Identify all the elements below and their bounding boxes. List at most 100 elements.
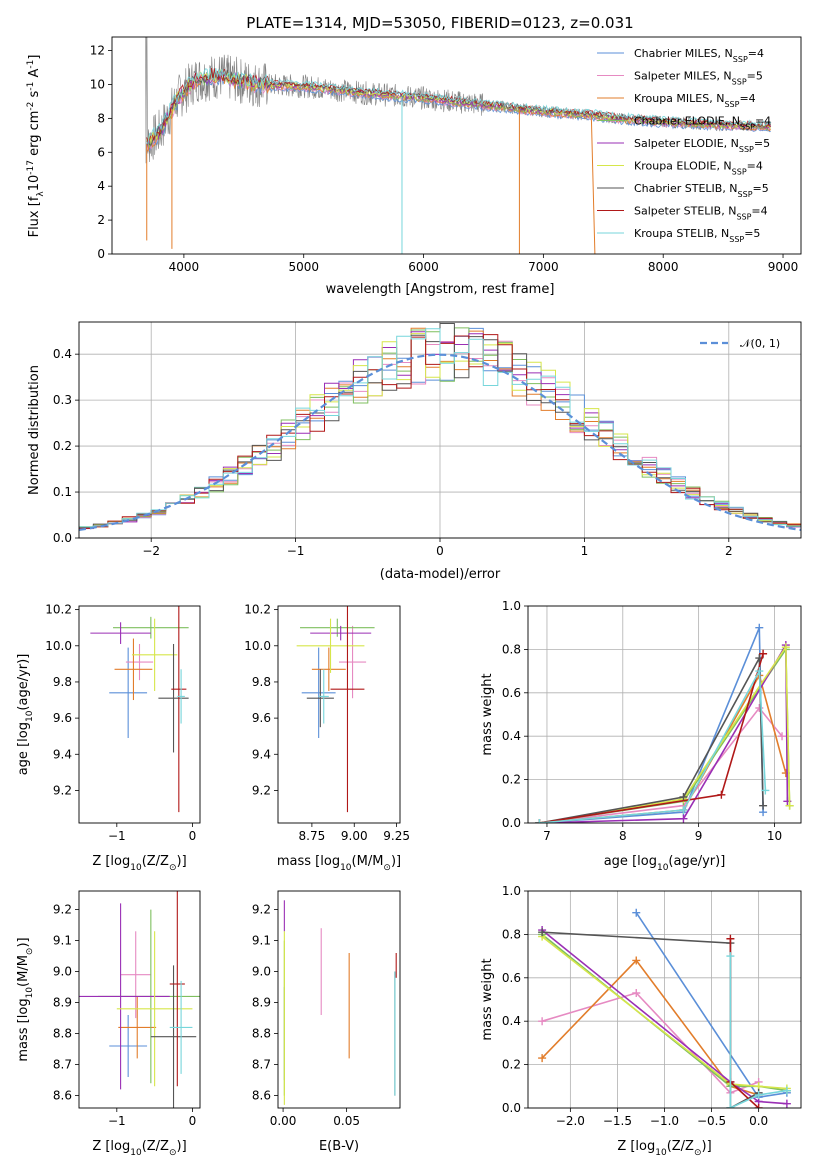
axes-frame <box>527 605 802 824</box>
mass-weight-marker <box>679 805 688 814</box>
y-tick-label: 0.0 <box>502 816 521 830</box>
x-axis-label: mass [log10(M/M⊙)] <box>277 854 401 873</box>
spectrum-x-label: wavelength [Angstrom, rest frame] <box>326 282 555 297</box>
mass-weight-marker <box>726 1104 735 1108</box>
x-axis-label: age [log10(age/yr)] <box>604 854 726 873</box>
x-tick-label: 2 <box>725 544 733 558</box>
y-tick-label: 9.1 <box>252 934 271 948</box>
y-tick-label: 9.2 <box>53 903 72 917</box>
y-tick-label: 6 <box>97 145 105 159</box>
y-tick-label: 10.2 <box>45 603 72 617</box>
x-tick-label: 9 <box>695 829 703 843</box>
y-tick-label: 10.2 <box>244 603 271 617</box>
mass-weight-marker <box>726 934 735 943</box>
residual-histogram-line <box>79 328 801 528</box>
axes-frame <box>78 890 201 1109</box>
mass-weight-marker <box>717 790 726 799</box>
mass-weight-marker <box>754 1090 763 1099</box>
y-tick-label: 0.6 <box>502 686 521 700</box>
x-tick-label: −1 <box>108 829 126 843</box>
y-tick-label: 10 <box>90 77 105 91</box>
plot-area-mass-vs-ebv <box>283 900 397 1105</box>
plot-area-age-vs-z <box>90 606 189 813</box>
x-tick-label: 7000 <box>528 260 559 274</box>
x-axis-label: Z [log10(Z/Z⊙)] <box>92 1139 186 1158</box>
mass-weight-line <box>541 935 787 1090</box>
x-tick-label: 0 <box>189 829 197 843</box>
y-tick-label: 8.6 <box>252 1089 271 1103</box>
mass-weight-marker <box>782 1099 791 1108</box>
legend-label: Salpeter MILES, NSSP=5 <box>634 70 763 87</box>
mass-weight-marker <box>538 1054 547 1063</box>
legend-label: Salpeter STELIB, NSSP=4 <box>634 205 768 222</box>
mass-weight-marker <box>782 1086 791 1095</box>
y-tick-label: 0.8 <box>502 642 521 656</box>
y-tick-label: 0.4 <box>502 1014 521 1028</box>
legend-label: Chabrier STELIB, NSSP=5 <box>634 182 769 199</box>
y-tick-label: 9.4 <box>252 747 271 761</box>
axes-frame <box>78 321 802 539</box>
panel-weight-vs-age: 7 8 9 10 0.0 0.2 0.4 0.6 0.8 1.0 age [log10(age/yr… <box>480 599 802 873</box>
residuals-x-label: (data-model)/error <box>380 567 501 582</box>
x-axis-label: E(B-V) <box>319 1139 359 1154</box>
panel-age-vs-mass: 8.75 9.00 9.25 9.2 9.4 9.6 9.8 10.0 10.2 mass [lo… <box>244 603 410 873</box>
mass-weight-marker <box>679 814 688 823</box>
x-tick-label: −1.0 <box>650 1114 679 1128</box>
mass-weight-line <box>541 929 787 1105</box>
mass-weight-line <box>539 706 783 823</box>
y-tick-label: 2 <box>97 213 105 227</box>
mass-weight-marker <box>759 649 768 658</box>
mass-weight-marker <box>755 623 764 632</box>
x-tick-label: 5000 <box>288 260 319 274</box>
y-tick-label: 0.2 <box>502 773 521 787</box>
x-tick-label: 7 <box>543 829 551 843</box>
residuals-y-label: Normed distribution <box>27 365 42 495</box>
y-tick-label: 1.0 <box>502 599 521 613</box>
x-tick-label: −2.0 <box>556 1114 585 1128</box>
y-axis-label: mass [log10(M/M⊙)] <box>16 937 35 1061</box>
x-tick-label: −1.5 <box>603 1114 632 1128</box>
model-spectrum-line <box>146 68 772 144</box>
mass-weight-marker <box>632 908 641 917</box>
mass-weight-marker <box>632 988 641 997</box>
axes-frame <box>527 890 802 1109</box>
plot-area-weight-vs-age <box>535 623 794 823</box>
panel-mass-vs-ebv: 0.00 0.05 8.6 8.7 8.8 8.9 9.0 9.1 9.2 E(B-V) <box>252 890 401 1154</box>
y-tick-label: 0.6 <box>502 971 521 985</box>
x-tick-label: 0 <box>436 544 444 558</box>
mass-weight-marker <box>778 732 787 741</box>
legend-label: Kroupa ELODIE, NSSP=4 <box>634 160 763 177</box>
x-tick-label: 8 <box>619 829 627 843</box>
x-tick-label: −0.5 <box>697 1114 726 1128</box>
panel-residuals: −2 −1 0 1 2 0.0 0.1 0.2 0.3 0.4 𝒩(0, 1) (data-model… <box>27 321 802 582</box>
y-tick-label: 0.8 <box>502 927 521 941</box>
x-tick-label: 0 <box>189 1114 197 1128</box>
axes-frame <box>277 605 401 824</box>
x-tick-label: 8.75 <box>299 829 326 843</box>
mass-weight-marker <box>632 956 641 965</box>
mass-weight-line <box>729 956 788 1108</box>
spectrum-title: PLATE=1314, MJD=53050, FIBERID=0123, z=0… <box>246 14 633 32</box>
y-tick-label: 9.6 <box>53 711 72 725</box>
model-cutoff-line <box>590 114 596 254</box>
mass-weight-line <box>539 644 791 823</box>
spectrum-y-label: Flux [fλ10-17 erg cm-2 s-1 A-1] <box>26 55 46 238</box>
legend-label: Kroupa STELIB, NSSP=5 <box>634 227 760 244</box>
y-axis-label: age [log10(age/yr)] <box>16 654 35 776</box>
mass-weight-line <box>539 655 764 823</box>
plot-area-mass-vs-z <box>79 891 200 1108</box>
mass-weight-marker <box>538 928 547 937</box>
legend-label: Chabrier ELODIE, NSSP=4 <box>634 115 771 132</box>
y-tick-label: 4 <box>97 179 105 193</box>
y-tick-label: 9.1 <box>53 934 72 948</box>
y-tick-label: 9.8 <box>252 675 271 689</box>
y-tick-label: 0.4 <box>53 347 72 361</box>
x-tick-label: 9000 <box>768 260 799 274</box>
x-tick-label: 6000 <box>408 260 439 274</box>
y-tick-label: 8.9 <box>53 996 72 1010</box>
mass-weight-marker <box>785 801 794 810</box>
x-axis-label: Z [log10(Z/Z⊙)] <box>92 854 186 873</box>
y-tick-label: 0.0 <box>502 1101 521 1115</box>
axes-frame <box>78 605 201 824</box>
